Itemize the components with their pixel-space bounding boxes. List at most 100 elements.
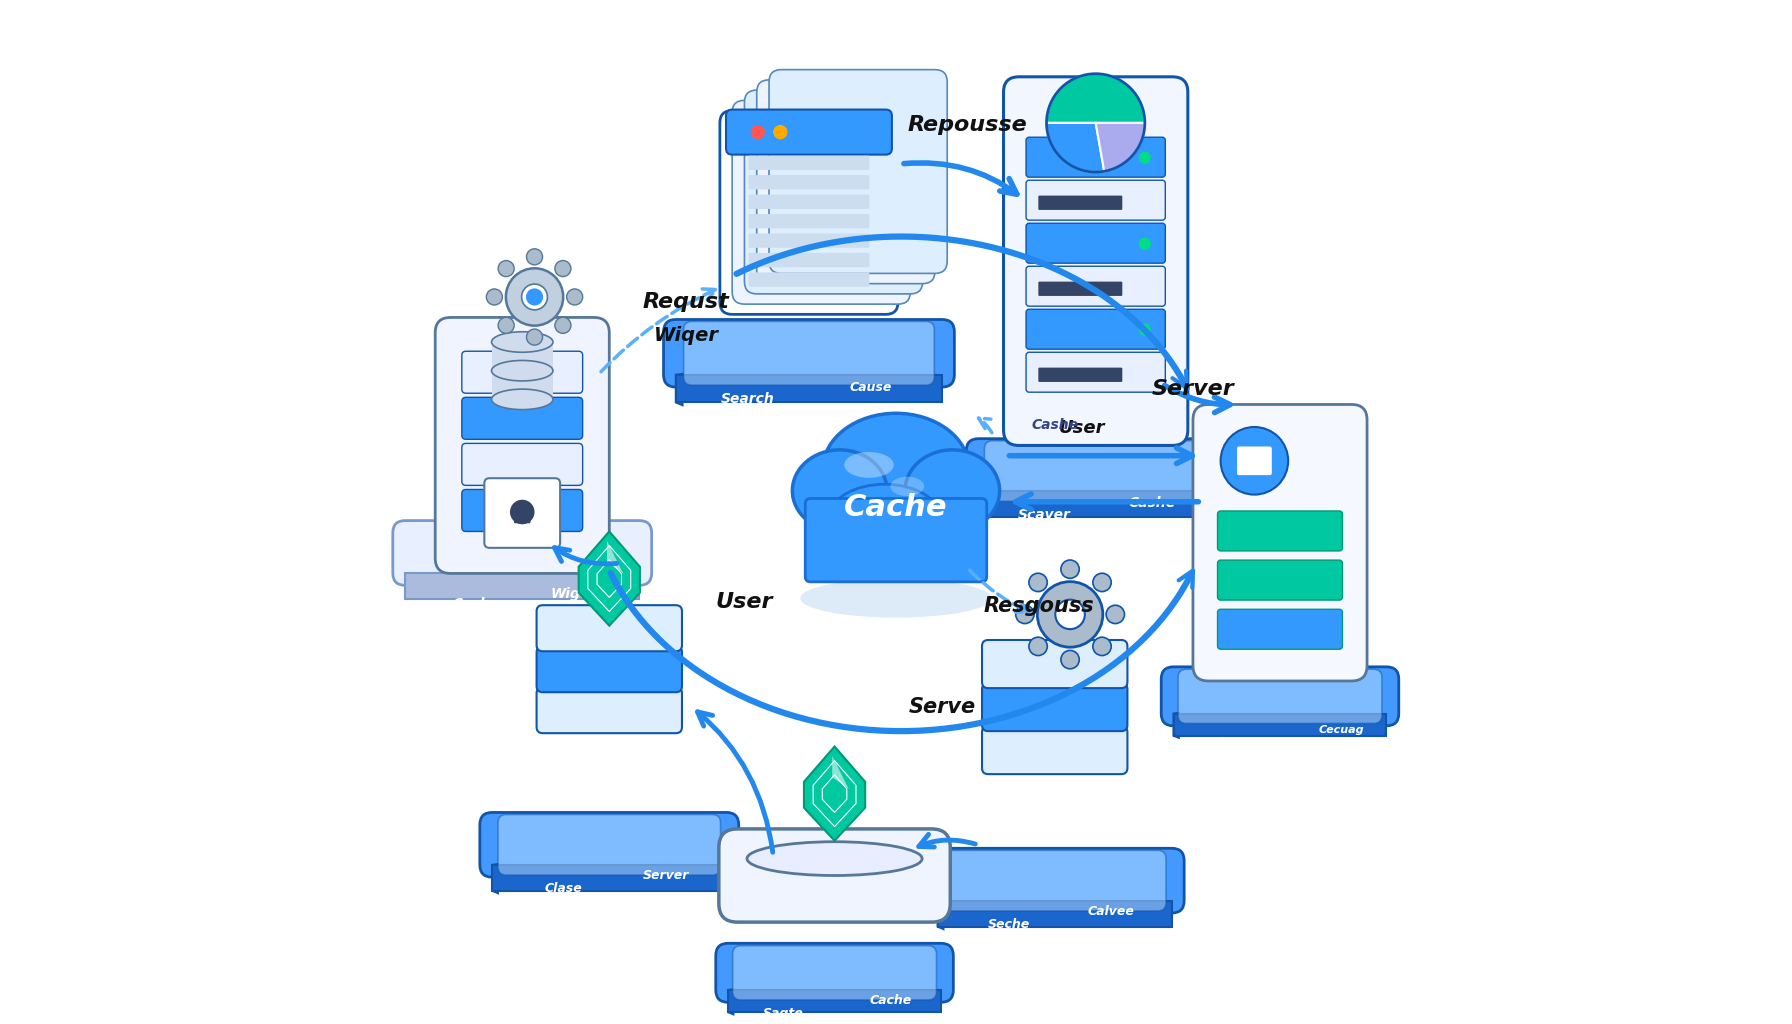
FancyBboxPatch shape (749, 156, 869, 170)
Polygon shape (607, 541, 624, 573)
Polygon shape (978, 490, 984, 519)
FancyBboxPatch shape (1038, 282, 1122, 296)
FancyBboxPatch shape (733, 946, 937, 999)
FancyBboxPatch shape (536, 605, 683, 651)
FancyBboxPatch shape (749, 214, 869, 228)
FancyBboxPatch shape (1027, 266, 1165, 306)
Ellipse shape (905, 450, 1000, 531)
Circle shape (1106, 605, 1124, 624)
Polygon shape (978, 492, 1213, 517)
FancyBboxPatch shape (1027, 137, 1165, 177)
Text: Cecuag: Cecuag (1319, 725, 1364, 735)
Text: User: User (715, 592, 772, 612)
Text: Scaver: Scaver (1018, 508, 1072, 522)
Ellipse shape (747, 842, 923, 876)
FancyBboxPatch shape (733, 100, 910, 304)
Text: Wiger: Wiger (550, 587, 597, 601)
Text: Wiqer: Wiqer (654, 327, 719, 345)
FancyBboxPatch shape (749, 175, 869, 189)
Polygon shape (831, 756, 849, 788)
Circle shape (525, 289, 543, 305)
Polygon shape (805, 746, 866, 841)
Text: Cause: Cause (849, 381, 892, 393)
Polygon shape (1174, 714, 1387, 735)
FancyBboxPatch shape (756, 80, 935, 284)
FancyBboxPatch shape (1027, 223, 1165, 263)
FancyBboxPatch shape (1236, 446, 1272, 475)
FancyBboxPatch shape (1004, 77, 1188, 445)
FancyBboxPatch shape (719, 829, 950, 922)
Circle shape (772, 125, 787, 139)
Circle shape (527, 249, 543, 265)
Polygon shape (579, 531, 640, 626)
Text: Cashe: Cashe (1030, 418, 1079, 432)
FancyBboxPatch shape (1027, 352, 1165, 392)
FancyBboxPatch shape (769, 70, 948, 273)
Ellipse shape (844, 452, 894, 478)
FancyBboxPatch shape (1193, 404, 1367, 681)
Circle shape (486, 289, 502, 305)
Ellipse shape (491, 332, 554, 352)
FancyBboxPatch shape (1217, 560, 1342, 600)
FancyBboxPatch shape (1217, 511, 1342, 551)
Circle shape (505, 268, 563, 326)
Text: Seche: Seche (987, 919, 1030, 931)
FancyBboxPatch shape (925, 848, 1185, 913)
FancyBboxPatch shape (1161, 667, 1400, 726)
Circle shape (566, 289, 582, 305)
Ellipse shape (792, 450, 887, 531)
FancyBboxPatch shape (982, 640, 1127, 688)
Ellipse shape (891, 477, 925, 496)
Polygon shape (1174, 713, 1179, 738)
Circle shape (1029, 573, 1047, 592)
Wedge shape (1047, 123, 1104, 172)
Circle shape (1138, 324, 1150, 336)
Text: Calvee: Calvee (1088, 905, 1134, 918)
Text: Resgouss: Resgouss (984, 596, 1095, 616)
Wedge shape (1095, 123, 1145, 171)
Text: Cache: Cache (844, 494, 948, 522)
Polygon shape (405, 573, 640, 599)
FancyBboxPatch shape (1217, 609, 1342, 649)
Text: Cache: Cache (453, 597, 500, 611)
FancyBboxPatch shape (435, 317, 609, 573)
FancyBboxPatch shape (480, 812, 738, 878)
Text: Cashe: Cashe (1129, 496, 1176, 510)
FancyBboxPatch shape (749, 233, 869, 248)
FancyBboxPatch shape (749, 253, 869, 267)
Polygon shape (676, 374, 683, 406)
FancyBboxPatch shape (749, 195, 869, 209)
Polygon shape (937, 900, 943, 929)
Polygon shape (493, 864, 498, 893)
Text: Serve: Serve (909, 696, 975, 717)
FancyBboxPatch shape (491, 345, 554, 371)
FancyBboxPatch shape (1027, 180, 1165, 220)
FancyBboxPatch shape (1038, 368, 1122, 382)
FancyBboxPatch shape (1027, 309, 1165, 349)
FancyBboxPatch shape (491, 374, 554, 399)
FancyBboxPatch shape (943, 850, 1167, 911)
FancyBboxPatch shape (984, 440, 1208, 502)
FancyBboxPatch shape (462, 397, 582, 439)
FancyBboxPatch shape (683, 322, 934, 385)
Circle shape (556, 317, 572, 334)
FancyBboxPatch shape (982, 726, 1127, 774)
Text: Cache: Cache (869, 994, 912, 1007)
Circle shape (1093, 637, 1111, 655)
FancyBboxPatch shape (720, 111, 898, 314)
FancyBboxPatch shape (805, 499, 987, 582)
Polygon shape (676, 375, 943, 402)
Text: User: User (1059, 419, 1106, 437)
FancyBboxPatch shape (749, 272, 869, 287)
Circle shape (1055, 600, 1084, 629)
Circle shape (498, 260, 514, 276)
FancyBboxPatch shape (484, 478, 561, 548)
Circle shape (1061, 560, 1079, 579)
Circle shape (1029, 637, 1047, 655)
Circle shape (498, 317, 514, 334)
Wedge shape (1047, 74, 1145, 123)
Polygon shape (728, 990, 941, 1012)
FancyBboxPatch shape (498, 814, 720, 876)
Circle shape (527, 329, 543, 345)
FancyBboxPatch shape (514, 505, 530, 523)
